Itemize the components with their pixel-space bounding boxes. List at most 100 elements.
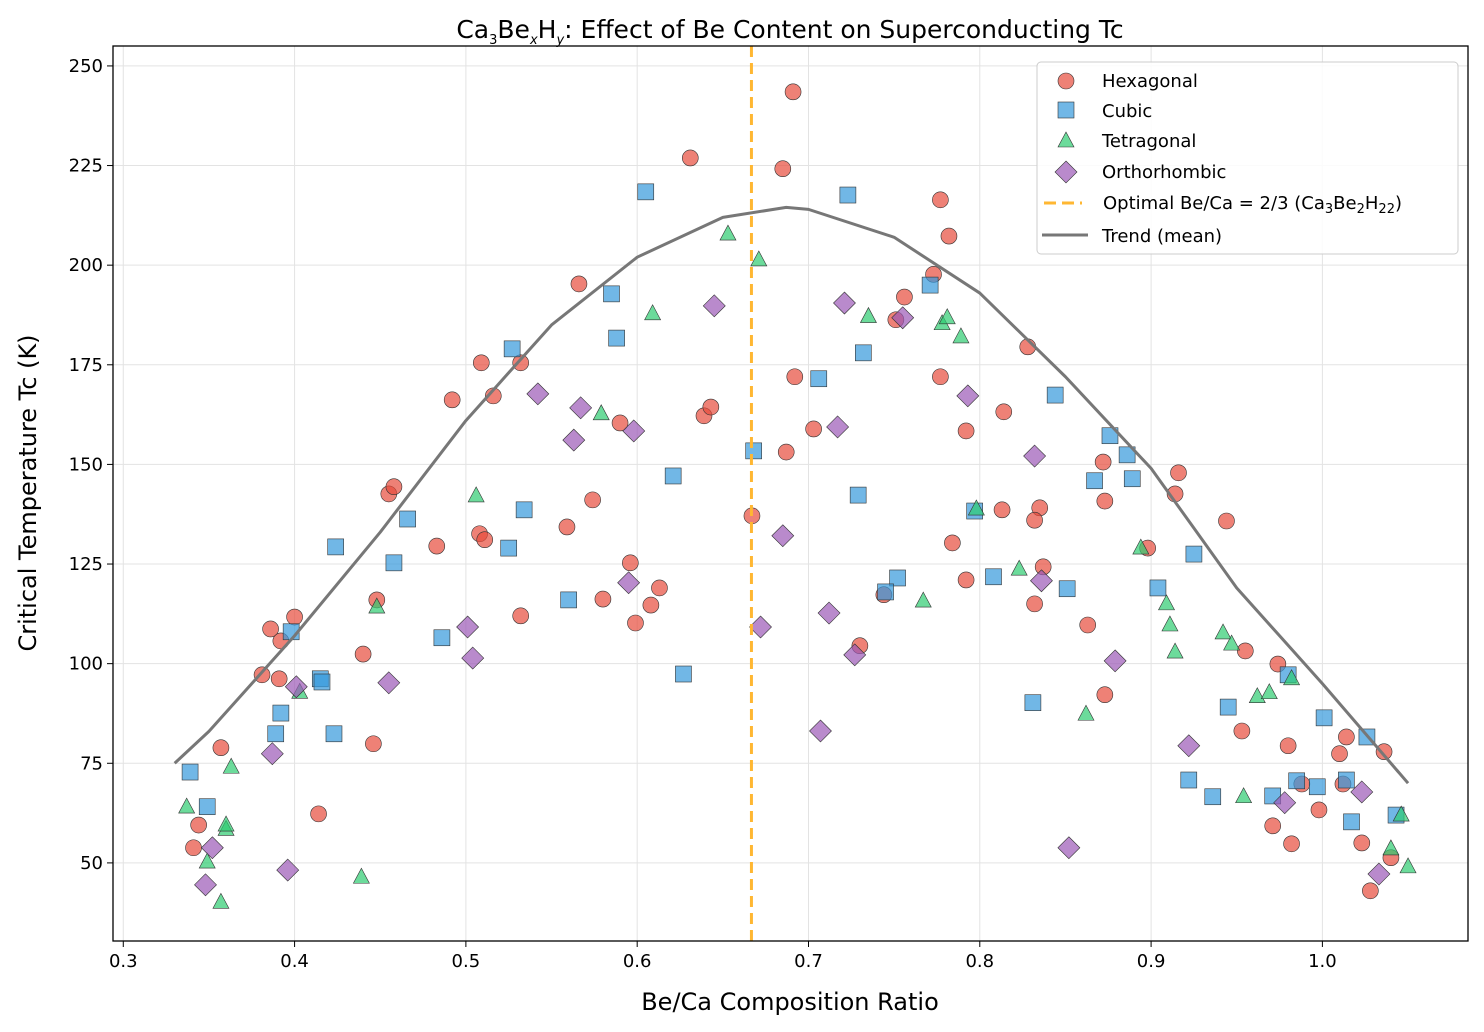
hexagonal-point (512, 607, 529, 625)
cubic-point (877, 583, 894, 601)
hexagonal-point (1096, 686, 1114, 704)
cubic-point (637, 183, 655, 201)
hexagonal-point (1353, 834, 1371, 852)
cubic-point (1086, 472, 1103, 490)
cubic-point (1024, 694, 1042, 712)
cubic-point (272, 704, 290, 722)
cubic-point (1315, 709, 1333, 727)
hexagonal-point (476, 531, 494, 549)
hexagonal-point (1237, 642, 1254, 660)
cubic-point (675, 665, 692, 683)
y-tick-label: 50 (80, 853, 103, 874)
tetragonal-point (178, 797, 196, 814)
tetragonal-point (1161, 615, 1179, 632)
hexagonal-point (681, 149, 699, 167)
orthorhombic-point (194, 873, 217, 897)
cubic-point (433, 629, 451, 647)
cubic-point (267, 725, 285, 743)
x-axis-label: Be/Ca Composition Ratio (641, 988, 939, 1016)
hexagonal-point (512, 354, 529, 372)
cubic-point (1338, 771, 1355, 789)
cubic-point (515, 501, 533, 519)
orthorhombic-point (200, 836, 224, 860)
legend-cubic: Cubic (1102, 101, 1152, 122)
cubic-point (385, 554, 403, 572)
hexagonal-point (627, 614, 644, 632)
cubic-point (810, 370, 828, 388)
cubic-point (500, 539, 518, 557)
hexagonal-point (1283, 835, 1300, 853)
cubic-point (1343, 813, 1360, 831)
tetragonal-point (592, 404, 610, 421)
tetragonal-point (1399, 857, 1417, 874)
orthorhombic-point (1030, 569, 1053, 593)
cubic-point (1185, 545, 1203, 563)
hexagonal-point (932, 191, 949, 209)
hexagonal-point (212, 739, 230, 757)
cubic-point (399, 510, 416, 528)
cubic-point (608, 329, 625, 347)
tetragonal-point (719, 224, 737, 241)
hexagonal-point (702, 398, 720, 416)
hexagonal-point (805, 420, 822, 438)
tetragonal-point (1392, 805, 1410, 822)
hexagonal-point (1338, 728, 1355, 746)
tetragonal-point (952, 327, 970, 344)
hexagonal-point (1264, 817, 1282, 835)
cubic-point (664, 467, 682, 485)
orthorhombic-point (1103, 649, 1127, 673)
cubic-point (325, 725, 343, 743)
orthorhombic-point (461, 646, 485, 670)
tetragonal-point (1166, 642, 1184, 659)
hexagonal-point (932, 368, 949, 386)
cubic-point (1204, 788, 1222, 806)
tetragonal-point (1283, 669, 1301, 686)
legend-optimal: Optimal Be/Ca = 2/3 (Ca3Be2H22) (1103, 193, 1402, 217)
hexagonal-point (786, 368, 804, 386)
hexagonal-point (1331, 745, 1348, 763)
data-points (173, 46, 1417, 941)
tetragonal-point (222, 757, 240, 774)
orthorhombic-point (702, 294, 726, 318)
x-tick-label: 0.6 (623, 951, 652, 972)
y-tick-label: 200 (69, 255, 103, 276)
cubic-point (560, 591, 577, 609)
hexagonal-point (428, 537, 446, 555)
tetragonal-point (212, 892, 230, 909)
hexagonal-point (1026, 595, 1043, 613)
hexagonal-point (385, 478, 403, 496)
hexagonal-point (558, 518, 576, 536)
hexagonal-point (944, 534, 961, 552)
tetragonal-point (467, 486, 485, 503)
orthorhombic-point (456, 615, 480, 639)
orthorhombic-point (956, 384, 980, 408)
hexagonal-point (286, 608, 303, 626)
x-tick-label: 1.0 (1308, 951, 1337, 972)
tetragonal-point (1223, 634, 1241, 651)
hexagonal-point (310, 805, 327, 823)
tetragonal-point (1214, 623, 1232, 640)
tetragonal-point (1382, 839, 1400, 856)
y-tick-label: 175 (69, 355, 103, 376)
hexagonal-point (594, 590, 612, 608)
hexagonal-point (1233, 722, 1251, 740)
tetragonal-point (967, 499, 985, 516)
y-axis-label: Critical Temperature Tc (K) (14, 334, 42, 651)
tetragonal-point (644, 304, 662, 321)
orthorhombic-point (749, 615, 772, 639)
hexagonal-point (584, 491, 601, 509)
orthorhombic-point (1350, 780, 1374, 804)
legend-tetragonal-marker (1057, 131, 1075, 148)
tetragonal-point (914, 591, 932, 608)
cubic-point (855, 344, 872, 362)
y-tick-label: 225 (69, 156, 103, 177)
orthorhombic-point (817, 601, 841, 625)
tetragonal-point (198, 852, 216, 869)
tetragonal-point (217, 815, 235, 832)
hexagonal-point (622, 554, 639, 572)
hexagonal-point (774, 160, 792, 178)
trend-line (173, 205, 1410, 785)
hexagonal-point (570, 275, 588, 293)
y-tick-label: 100 (69, 654, 103, 675)
